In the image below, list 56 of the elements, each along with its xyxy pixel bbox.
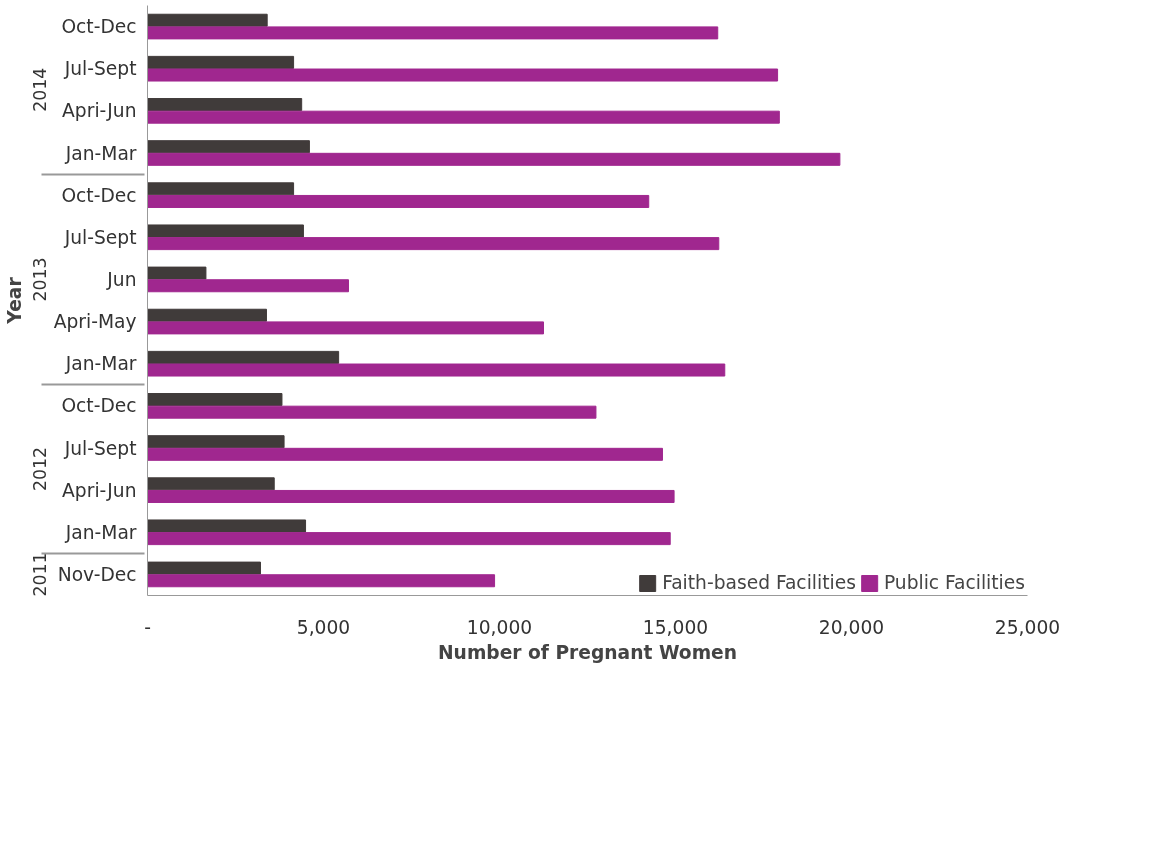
bar bbox=[147, 266, 207, 280]
y-tick-label: Jan-Mar bbox=[64, 521, 137, 543]
bar bbox=[147, 279, 349, 293]
text: 2012 bbox=[29, 447, 50, 492]
bar bbox=[147, 321, 544, 335]
text: 2014 bbox=[29, 67, 50, 112]
y-tick-label: Oct-Dec bbox=[61, 16, 137, 38]
y-tick-label: Apri-Jun bbox=[62, 100, 137, 122]
x-tick-label: 5,000 bbox=[296, 616, 351, 638]
bar bbox=[147, 308, 267, 322]
x-tick-label: - bbox=[144, 616, 151, 638]
y-tick-label: Jul-Sept bbox=[63, 437, 137, 459]
x-tick-label: 20,000 bbox=[818, 616, 885, 638]
bar bbox=[147, 55, 295, 69]
bar bbox=[147, 194, 650, 208]
bar bbox=[147, 224, 304, 238]
bar bbox=[147, 152, 841, 166]
y-axis-title: Year bbox=[3, 276, 25, 325]
x-tick-label: 25,000 bbox=[994, 616, 1061, 638]
x-axis-title: Number of Pregnant Women bbox=[437, 641, 738, 663]
y-tick-label: Apri-May bbox=[53, 311, 137, 333]
bar bbox=[147, 574, 496, 588]
bar bbox=[147, 98, 303, 112]
legend-label: Faith-based Facilities bbox=[662, 572, 856, 593]
bar bbox=[147, 350, 340, 364]
bar bbox=[147, 477, 275, 491]
y-tick-label: Nov-Dec bbox=[57, 563, 137, 585]
bar bbox=[147, 435, 285, 449]
bar bbox=[147, 13, 268, 27]
text: 2013 bbox=[29, 257, 50, 302]
y-tick-label: Jul-Sept bbox=[63, 58, 137, 80]
y-tick-label: Jan-Mar bbox=[64, 142, 137, 164]
y-tick-label: Oct-Dec bbox=[61, 395, 137, 417]
bar bbox=[147, 68, 779, 82]
x-tick-label: 10,000 bbox=[466, 616, 533, 638]
bar bbox=[147, 393, 283, 407]
legend-label: Public Facilities bbox=[883, 572, 1025, 593]
x-tick-label: 15,000 bbox=[642, 616, 709, 638]
bar bbox=[147, 140, 310, 154]
y-tick-label: Jan-Mar bbox=[64, 353, 137, 375]
y-tick-label: Jun bbox=[106, 268, 137, 290]
bar bbox=[147, 519, 307, 533]
y-tick-label: Jul-Sept bbox=[63, 226, 137, 248]
bar bbox=[147, 110, 780, 124]
bar bbox=[147, 237, 720, 251]
bar bbox=[147, 182, 295, 196]
y-tick-label: Oct-Dec bbox=[61, 184, 137, 206]
bar bbox=[147, 363, 726, 377]
bar bbox=[147, 532, 671, 546]
bar bbox=[147, 489, 675, 503]
bar bbox=[147, 405, 597, 419]
bar bbox=[147, 561, 261, 575]
bar bbox=[147, 26, 719, 40]
bar bbox=[147, 447, 663, 461]
y-tick-label: Apri-Jun bbox=[62, 479, 137, 501]
text: 2011 bbox=[29, 552, 50, 597]
